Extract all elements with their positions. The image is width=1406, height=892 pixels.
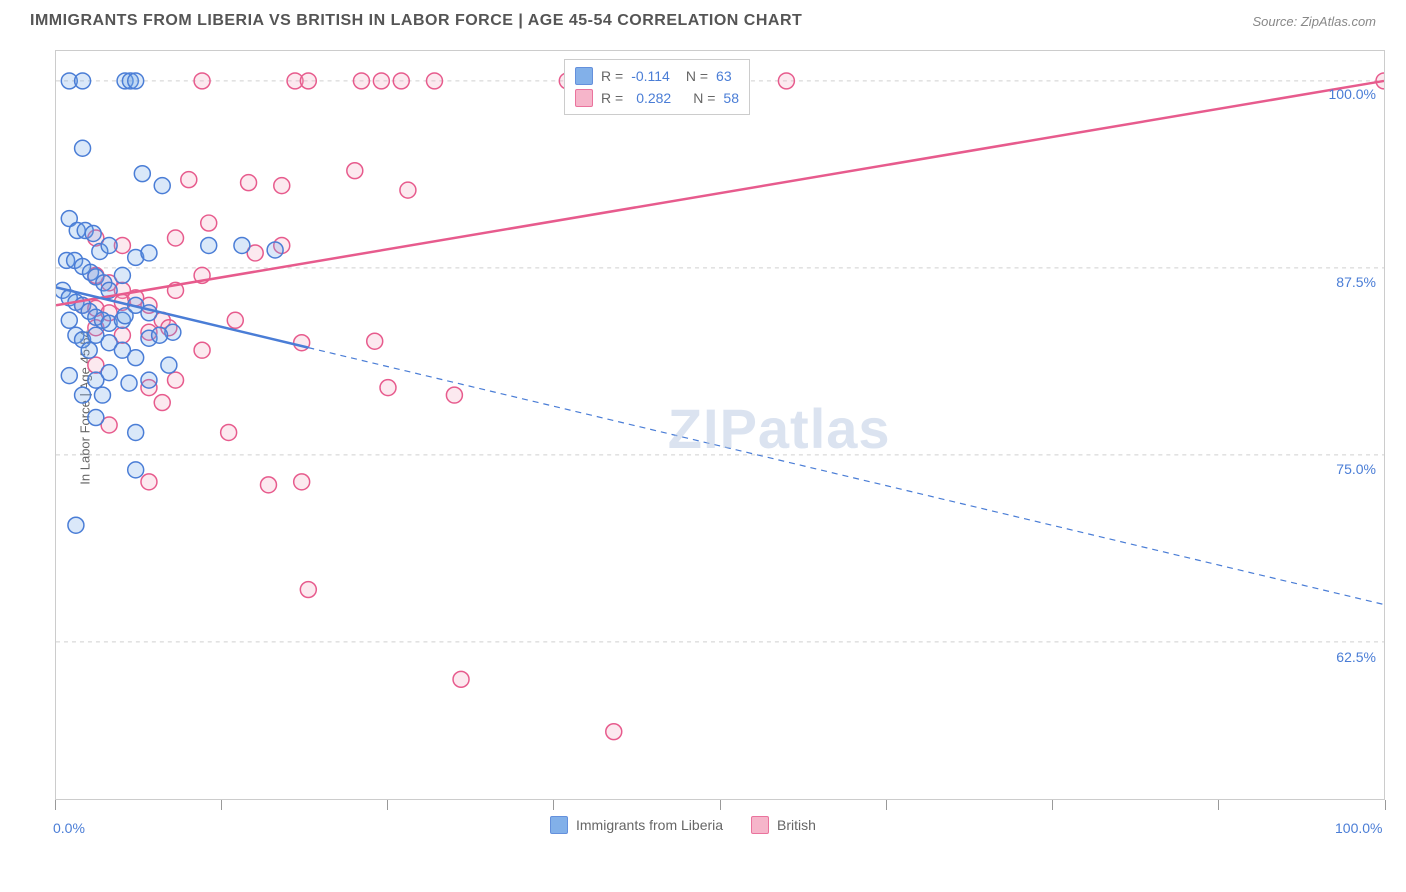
chart-svg [56, 51, 1384, 799]
x-tick-mark [1218, 800, 1219, 810]
x-tick-label: 100.0% [1335, 820, 1382, 836]
legend-stats-box: R = -0.114 N = 63 R = 0.282 N = 58 [564, 59, 750, 115]
x-tick-mark [886, 800, 887, 810]
r-value-british: 0.282 [636, 90, 671, 106]
x-tick-mark [553, 800, 554, 810]
n-label: N = [693, 90, 715, 106]
y-tick-label: 100.0% [1329, 86, 1376, 102]
r-label: R = [601, 90, 623, 106]
legend-series: Immigrants from Liberia British [550, 816, 816, 834]
chart-plot-area: ZIPatlas R = -0.114 N = 63 R = 0.282 N =… [55, 50, 1385, 800]
x-tick-label: 0.0% [53, 820, 85, 836]
x-tick-mark [221, 800, 222, 810]
swatch-british-icon [751, 816, 769, 834]
r-label: R = [601, 68, 623, 84]
n-value-british: 58 [723, 90, 739, 106]
swatch-liberia-icon [550, 816, 568, 834]
legend-label-british: British [777, 817, 816, 833]
legend-row-liberia: R = -0.114 N = 63 [575, 65, 739, 87]
legend-item-british: British [751, 816, 816, 834]
x-tick-mark [387, 800, 388, 810]
r-value-liberia: -0.114 [631, 68, 670, 84]
x-tick-mark [720, 800, 721, 810]
swatch-british-icon [575, 89, 593, 107]
y-tick-label: 75.0% [1336, 461, 1376, 477]
n-label: N = [686, 68, 708, 84]
legend-item-liberia: Immigrants from Liberia [550, 816, 723, 834]
swatch-liberia-icon [575, 67, 593, 85]
x-tick-mark [1052, 800, 1053, 810]
y-tick-label: 62.5% [1336, 649, 1376, 665]
legend-label-liberia: Immigrants from Liberia [576, 817, 723, 833]
x-tick-mark [55, 800, 56, 810]
chart-title: IMMIGRANTS FROM LIBERIA VS BRITISH IN LA… [30, 12, 802, 30]
x-tick-mark [1385, 800, 1386, 810]
source-attribution: Source: ZipAtlas.com [1252, 14, 1376, 29]
n-value-liberia: 63 [716, 68, 732, 84]
legend-row-british: R = 0.282 N = 58 [575, 87, 739, 109]
y-tick-label: 87.5% [1336, 274, 1376, 290]
